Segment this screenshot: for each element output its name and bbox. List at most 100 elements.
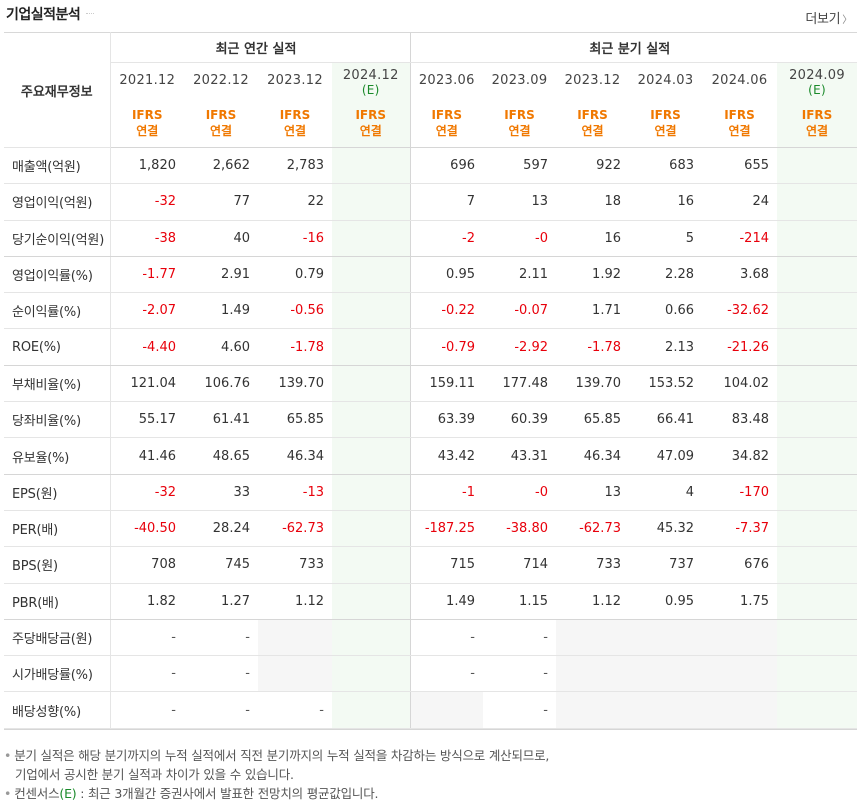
table-cell bbox=[777, 401, 858, 439]
more-label[interactable]: 더보기 bbox=[805, 12, 841, 27]
row-label[interactable]: 유보율(%) bbox=[4, 437, 111, 475]
table-cell: -4.40 bbox=[110, 328, 184, 366]
footnote-2-estimate: (E) bbox=[59, 786, 77, 801]
table-cell bbox=[332, 328, 410, 366]
table-cell: 46.34 bbox=[258, 437, 332, 475]
table-cell: 3.68 bbox=[702, 256, 777, 294]
table-cell: 0.79 bbox=[258, 256, 332, 294]
table-cell: 43.42 bbox=[409, 437, 483, 475]
footnote-1-text: 분기 실적은 해당 분기까지의 누적 실적에서 직전 분기까지의 누적 실적을 … bbox=[14, 748, 550, 763]
table-cell: 65.85 bbox=[556, 401, 629, 439]
table-cell: 2.28 bbox=[629, 256, 702, 294]
basis-scope: 연결 bbox=[581, 123, 604, 138]
table-cell bbox=[777, 292, 858, 330]
row-label[interactable]: 주당배당금(원) bbox=[4, 619, 111, 657]
row-label[interactable]: 당기순이익(억원) bbox=[4, 220, 111, 257]
accounting-basis: IFRS 연결 bbox=[702, 98, 777, 148]
basis-scope: 연결 bbox=[805, 123, 829, 138]
table-cell: 696 bbox=[409, 147, 483, 185]
basis-standard: IFRS bbox=[650, 107, 681, 122]
table-cell: 5 bbox=[629, 220, 702, 257]
table-cell bbox=[702, 691, 777, 729]
footnote-2: • 컨센서스(E) : 최근 3개월간 증권사에서 발표한 전망치의 평균값입니다… bbox=[4, 784, 854, 803]
table-cell: -40.50 bbox=[110, 510, 184, 548]
table-cell: 745 bbox=[184, 546, 258, 584]
table-cell: 714 bbox=[483, 546, 556, 584]
table-cell: - bbox=[184, 691, 258, 729]
period-header: 2024.09 (E) bbox=[777, 62, 858, 99]
table-cell bbox=[409, 691, 483, 729]
table-cell: 597 bbox=[483, 147, 556, 185]
table-cell: -1.77 bbox=[110, 256, 184, 294]
row-label[interactable]: 매출액(억원) bbox=[4, 147, 111, 185]
basis-standard: IFRS bbox=[431, 107, 463, 122]
basis-scope: 연결 bbox=[508, 123, 531, 138]
table-cell bbox=[777, 256, 858, 294]
accounting-basis: IFRS 연결 bbox=[777, 98, 858, 148]
table-cell: 13 bbox=[483, 183, 556, 221]
period-label: 2022.12 bbox=[193, 73, 249, 89]
period-label: 2023.12 bbox=[267, 73, 323, 89]
table-cell: -13 bbox=[258, 474, 332, 511]
table-cell: 16 bbox=[629, 183, 702, 221]
table-cell: 1.75 bbox=[702, 583, 777, 620]
accounting-basis: IFRS 연결 bbox=[258, 98, 332, 148]
table-cell: -38 bbox=[110, 220, 184, 257]
row-label[interactable]: PER(배) bbox=[4, 510, 111, 548]
annual-group-header: 최근 연간 실적 bbox=[110, 32, 410, 63]
table-cell: -214 bbox=[702, 220, 777, 257]
table-cell bbox=[556, 655, 629, 693]
table-row: 순이익률(%) -2.07 1.49 -0.56 -0.22 -0.07 1.71 0.66-… bbox=[4, 292, 858, 330]
table-cell: 1.82 bbox=[110, 583, 184, 620]
row-label[interactable]: ROE(%) bbox=[4, 328, 111, 366]
footnote-1-cont: 기업에서 공시한 분기 실적과 차이가 있을 수 있습니다. bbox=[15, 767, 294, 782]
row-label[interactable]: 시가배당률(%) bbox=[4, 655, 111, 693]
period-header: 2024.12 (E) bbox=[332, 62, 410, 99]
more-link[interactable]: 더보기 〉 bbox=[805, 8, 852, 27]
table-cell: 65.85 bbox=[258, 401, 332, 439]
table-cell: 2,783 bbox=[258, 147, 332, 185]
table-cell: 77 bbox=[184, 183, 258, 221]
basis-scope: 연결 bbox=[209, 123, 233, 138]
table-cell bbox=[556, 691, 629, 729]
table-cell: 1.15 bbox=[483, 583, 556, 620]
period-label: 2023.06 bbox=[418, 73, 475, 89]
section-title: 기업실적분석 bbox=[6, 7, 81, 23]
table-cell: - bbox=[110, 655, 184, 693]
accounting-basis: IFRS 연결 bbox=[409, 98, 483, 148]
basis-standard: IFRS bbox=[131, 107, 163, 122]
table-row: 주당배당금(원) - - - - bbox=[4, 619, 858, 657]
table-row: ROE(%) -4.40 4.60 -1.78 -0.79 -2.92 -1.78 2.13-… bbox=[4, 328, 858, 366]
table-cell bbox=[777, 365, 858, 403]
row-label[interactable]: EPS(원) bbox=[4, 474, 111, 511]
quarter-group-header: 최근 분기 실적 bbox=[409, 32, 858, 63]
table-cell: -21.26 bbox=[702, 328, 777, 366]
table-cell: 2.11 bbox=[483, 256, 556, 294]
table-cell: 177.48 bbox=[483, 365, 556, 403]
row-label[interactable]: 순이익률(%) bbox=[4, 292, 111, 330]
table-cell: 28.24 bbox=[184, 510, 258, 548]
table-cell: 45.32 bbox=[629, 510, 702, 548]
table-row: 영업이익률(%) -1.77 2.91 0.79 0.95 2.11 1.92 2.28 3.6… bbox=[4, 256, 858, 294]
table-cell bbox=[777, 619, 858, 657]
accounting-basis: IFRS 연결 bbox=[332, 98, 410, 148]
row-label[interactable]: PBR(배) bbox=[4, 583, 111, 620]
table-row: EPS(원) -32 33 -13 -1 -0 13 4 -170 bbox=[4, 474, 858, 511]
period-header: 2021.12 bbox=[110, 63, 184, 99]
row-label[interactable]: 당좌비율(%) bbox=[4, 401, 111, 439]
corner-label: 주요재무정보 bbox=[4, 32, 111, 148]
row-label[interactable]: 부채비율(%) bbox=[4, 365, 111, 403]
period-header: 2023.12 bbox=[556, 63, 629, 99]
table-cell: 655 bbox=[702, 147, 777, 185]
table-cell bbox=[332, 583, 410, 620]
row-label[interactable]: 배당성향(%) bbox=[4, 691, 111, 729]
basis-standard: IFRS bbox=[504, 107, 535, 122]
table-cell bbox=[777, 583, 858, 620]
table-cell: - bbox=[483, 655, 556, 693]
basis-standard: IFRS bbox=[205, 107, 237, 122]
row-label[interactable]: 영업이익(억원) bbox=[4, 183, 111, 221]
row-label[interactable]: 영업이익률(%) bbox=[4, 256, 111, 294]
table-cell: -170 bbox=[702, 474, 777, 511]
row-label[interactable]: BPS(원) bbox=[4, 546, 111, 584]
table-row: 유보율(%) 41.46 48.65 46.34 43.42 43.31 46.34 47.0… bbox=[4, 437, 858, 475]
